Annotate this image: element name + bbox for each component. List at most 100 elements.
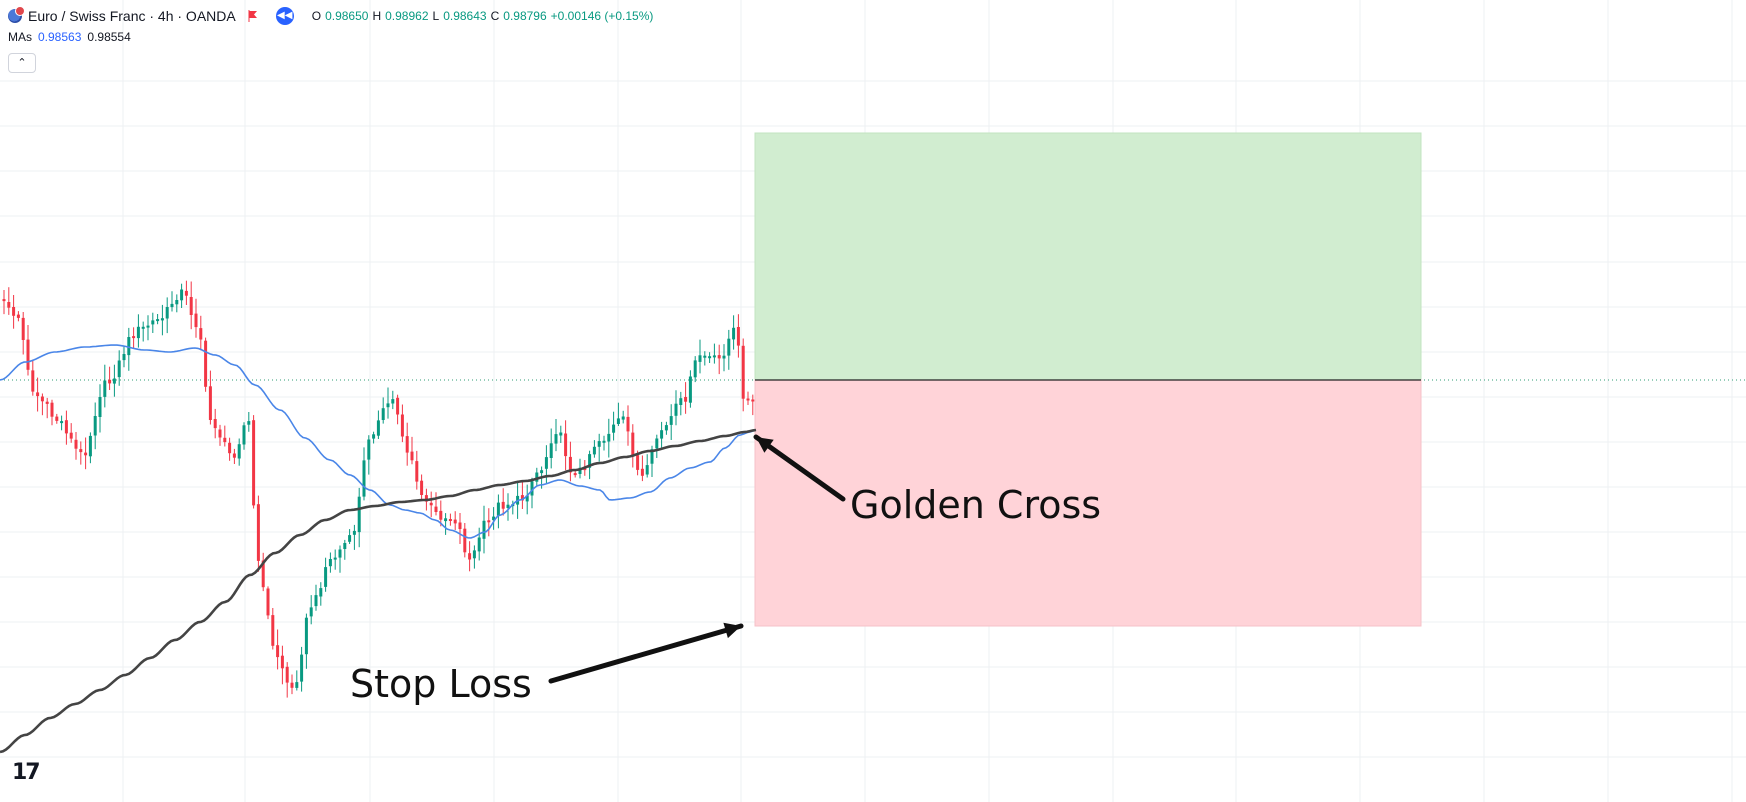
- candle-body: [458, 522, 462, 529]
- ohlc-close-value: 0.98796: [503, 9, 547, 23]
- candle-body: [127, 337, 131, 356]
- candle-body: [16, 314, 20, 318]
- candle-body: [626, 416, 630, 432]
- candle-body: [343, 543, 347, 549]
- candle-body: [612, 424, 616, 433]
- candle-body: [252, 420, 256, 506]
- candle-body: [74, 439, 78, 449]
- candle-body: [55, 416, 59, 421]
- candle-body: [506, 504, 510, 508]
- annotation-stop-loss[interactable]: Stop Loss: [350, 662, 532, 706]
- candle-body: [679, 398, 683, 405]
- candle-body: [655, 438, 659, 449]
- candle-body: [434, 506, 438, 512]
- candle-body: [314, 595, 318, 607]
- candle-body: [477, 537, 481, 552]
- candle-body: [501, 501, 505, 509]
- candle-body: [751, 399, 755, 402]
- candle-body: [7, 302, 11, 308]
- candle-body: [391, 399, 395, 404]
- candle-body: [88, 435, 92, 457]
- candle-body: [367, 439, 371, 460]
- candle-body: [21, 317, 25, 340]
- candle-body: [540, 470, 544, 474]
- candle-body: [439, 510, 443, 520]
- candle-body: [189, 297, 193, 315]
- candle-body: [717, 355, 721, 359]
- candle-body: [64, 420, 68, 434]
- candle-body: [237, 444, 241, 459]
- candle-body: [223, 437, 227, 443]
- candle-body: [338, 549, 342, 558]
- fast-ma-value: 0.98563: [38, 30, 82, 44]
- candle-body: [199, 328, 203, 340]
- candle-body: [727, 338, 731, 356]
- candle-body: [573, 473, 577, 476]
- candle-body: [184, 290, 188, 296]
- candle-body: [722, 355, 726, 359]
- candle-body: [564, 433, 568, 457]
- candle-body: [688, 376, 692, 403]
- header-row: Euro / Swiss Franc · 4h · OANDA ◀◀ O 0.9…: [8, 6, 653, 26]
- candle-body: [448, 519, 452, 521]
- ohlc-open-key: O: [311, 9, 322, 23]
- candle-body: [122, 354, 126, 361]
- replay-icon[interactable]: ◀◀: [275, 7, 294, 25]
- position-zones[interactable]: [0, 132, 1746, 627]
- indicator-row[interactable]: MAs 0.98563 0.98554: [8, 30, 131, 44]
- candle-body: [132, 336, 136, 339]
- candle-body: [304, 617, 308, 655]
- candle-body: [136, 326, 140, 339]
- candle-body: [578, 467, 582, 474]
- candle-body: [492, 516, 496, 521]
- candle-body: [645, 465, 649, 475]
- stop-loss-arrow-head: [723, 622, 741, 639]
- candle-body: [151, 320, 155, 325]
- golden-cross-arrow-head: [756, 437, 774, 453]
- candle-body: [468, 553, 472, 560]
- candle-body: [693, 360, 697, 378]
- candle-body: [2, 299, 6, 302]
- candle-body: [204, 340, 208, 387]
- ohlc-high-key: H: [372, 9, 382, 23]
- candle-body: [420, 480, 424, 495]
- candle-body: [592, 446, 596, 455]
- profit-zone[interactable]: [754, 132, 1422, 381]
- candle-body: [93, 416, 97, 436]
- candle-body: [712, 355, 716, 358]
- annotation-golden-cross[interactable]: Golden Cross: [850, 483, 1101, 527]
- candle-body: [525, 495, 529, 502]
- candle-body: [674, 403, 678, 416]
- candle-body: [372, 434, 376, 439]
- collapse-button[interactable]: ⌃: [8, 53, 36, 73]
- candle-body: [300, 654, 304, 682]
- flag-icon[interactable]: [248, 10, 258, 22]
- candle-body: [482, 520, 486, 539]
- annotations-layer[interactable]: Golden Cross Stop Loss: [350, 434, 1101, 706]
- candle-body: [362, 460, 366, 497]
- candle-body: [544, 457, 548, 469]
- candle-body: [400, 414, 404, 437]
- candle-body: [319, 588, 323, 597]
- candle-body: [381, 408, 385, 420]
- candle-body: [376, 420, 380, 436]
- golden-cross-arrow-shaft: [753, 434, 846, 502]
- candle-body: [108, 379, 112, 384]
- candle-body: [352, 530, 356, 535]
- candle-body: [741, 345, 745, 399]
- candle-body: [261, 560, 265, 588]
- indicator-label: MAs: [8, 30, 32, 44]
- loss-zone[interactable]: [754, 379, 1422, 627]
- candles-layer: [2, 280, 755, 698]
- candle-body: [405, 436, 409, 453]
- candle-body: [271, 615, 275, 646]
- candle-body: [324, 567, 328, 587]
- candle-body: [79, 449, 83, 453]
- candle-body: [175, 300, 179, 305]
- candle-body: [636, 455, 640, 470]
- candle-body: [684, 397, 688, 402]
- candle-body: [276, 645, 280, 658]
- candle-body: [12, 307, 16, 316]
- symbol-title[interactable]: Euro / Swiss Franc · 4h · OANDA: [28, 8, 236, 24]
